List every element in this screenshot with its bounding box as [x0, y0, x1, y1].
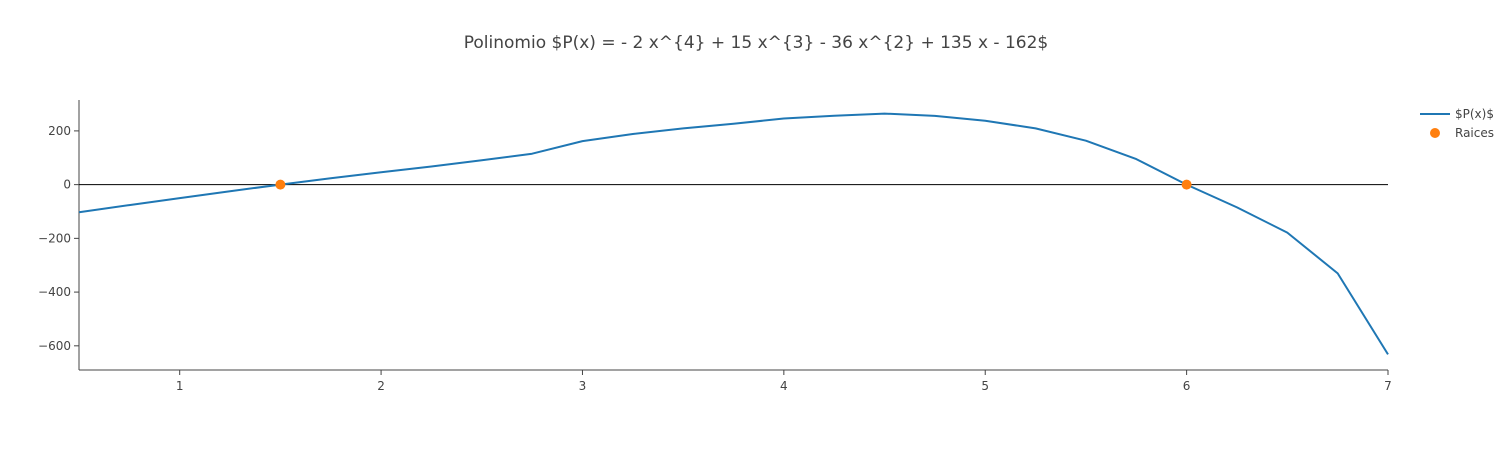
- x-tick-label: 2: [377, 379, 385, 393]
- legend-marker-swatch: [1430, 128, 1440, 138]
- y-tick-label: −600: [38, 339, 71, 353]
- root-point: [1181, 179, 1192, 190]
- chart-title: Polinomio $P(x) = - 2 x^{4} + 15 x^{3} -…: [463, 33, 1049, 53]
- legend-label: $P(x)$: [1455, 107, 1494, 121]
- y-tick-label: −400: [38, 285, 71, 299]
- x-tick-label: 6: [1183, 379, 1191, 393]
- y-tick-label: −200: [38, 231, 71, 245]
- x-tick-label: 1: [176, 379, 184, 393]
- legend-label: Raices: [1455, 126, 1494, 140]
- root-point: [275, 179, 286, 190]
- x-tick-label: 4: [780, 379, 788, 393]
- y-tick-label: 0: [63, 178, 71, 192]
- series-line-p-x: [78, 112, 1389, 355]
- x-tick-label: 7: [1384, 379, 1392, 393]
- x-tick-label: 5: [981, 379, 989, 393]
- x-tick-label: 3: [579, 379, 587, 393]
- y-tick-label: 200: [48, 124, 71, 138]
